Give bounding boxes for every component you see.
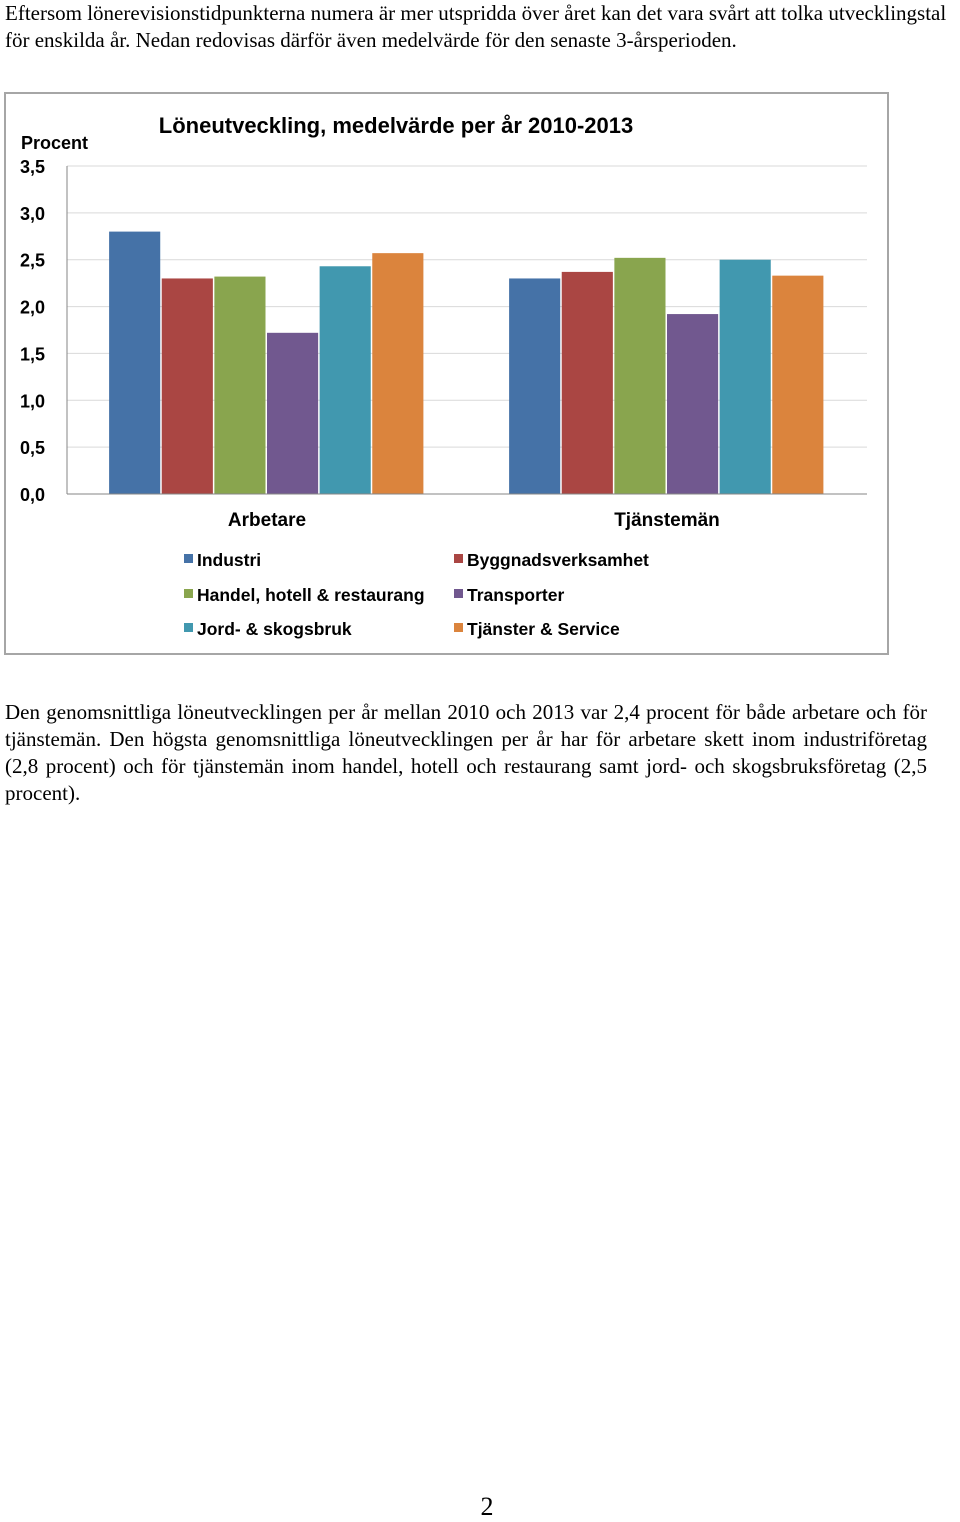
y-tick-label: 0,0 bbox=[20, 485, 45, 505]
bars bbox=[109, 231, 824, 494]
y-tick-label: 2,5 bbox=[20, 251, 45, 271]
bar-tjänster-service-arbetare bbox=[372, 253, 424, 494]
bar-handel-hotell-restaurang-arbetare bbox=[214, 276, 266, 494]
y-tick-label: 1,5 bbox=[20, 344, 45, 364]
legend-label: Byggnadsverksamhet bbox=[467, 550, 649, 570]
bar-tjänster-service-tjänstemän bbox=[772, 275, 824, 494]
y-tick-label: 2,0 bbox=[20, 298, 45, 318]
legend-label: Jord- & skogsbruk bbox=[197, 619, 352, 639]
bar-industri-tjänstemän bbox=[509, 278, 561, 494]
y-tick-label: 3,5 bbox=[20, 157, 45, 177]
y-axis-label: Procent bbox=[21, 133, 88, 153]
legend-swatch bbox=[184, 623, 193, 632]
y-tick-label: 3,0 bbox=[20, 204, 45, 224]
intro-paragraph: Eftersom lönerevisionstidpunkterna numer… bbox=[5, 1, 947, 52]
legend-swatch bbox=[454, 554, 463, 563]
bar-transporter-arbetare bbox=[267, 332, 319, 494]
page-number: 2 bbox=[480, 1492, 494, 1521]
legend: Industri Byggnadsverksamhet Handel, hotell… bbox=[184, 550, 649, 639]
bar-transporter-tjänstemän bbox=[667, 314, 719, 494]
legend-label: Industri bbox=[197, 550, 261, 570]
y-tick-labels: 0,0 0,5 1,0 1,5 2,0 2,5 3,0 3,5 bbox=[20, 157, 45, 505]
legend-swatch bbox=[184, 589, 193, 598]
wage-development-chart: 0,0 0,5 1,0 1,5 2,0 2,5 3,0 3,5 Arbetare Tjänste… bbox=[20, 113, 867, 639]
body-paragraph: Den genomsnittliga löneutvecklingen per … bbox=[5, 700, 927, 805]
y-tick-label: 0,5 bbox=[20, 438, 45, 458]
y-tick-label: 1,0 bbox=[20, 391, 45, 411]
legend-swatch bbox=[184, 554, 193, 563]
legend-label: Tjänster & Service bbox=[467, 619, 620, 639]
chart-title: Löneutveckling, medelvärde per år 2010-2… bbox=[159, 113, 633, 138]
bar-jord-skogsbruk-arbetare bbox=[319, 266, 371, 494]
bar-byggnadsverksamhet-arbetare bbox=[161, 278, 213, 494]
legend-label: Handel, hotell & restaurang bbox=[197, 585, 425, 605]
legend-swatch bbox=[454, 589, 463, 598]
bar-jord-skogsbruk-tjänstemän bbox=[719, 259, 771, 494]
chart-frame: 0,0 0,5 1,0 1,5 2,0 2,5 3,0 3,5 Arbetare Tjänste… bbox=[4, 92, 889, 655]
category-label: Tjänstemän bbox=[614, 510, 720, 531]
legend-label: Transporter bbox=[467, 585, 564, 605]
legend-swatch bbox=[454, 623, 463, 632]
bar-handel-hotell-restaurang-tjänstemän bbox=[614, 257, 666, 494]
bar-byggnadsverksamhet-tjänstemän bbox=[561, 271, 613, 494]
category-labels: Arbetare Tjänstemän bbox=[228, 510, 720, 531]
category-label: Arbetare bbox=[228, 510, 306, 531]
bar-industri-arbetare bbox=[109, 231, 161, 494]
